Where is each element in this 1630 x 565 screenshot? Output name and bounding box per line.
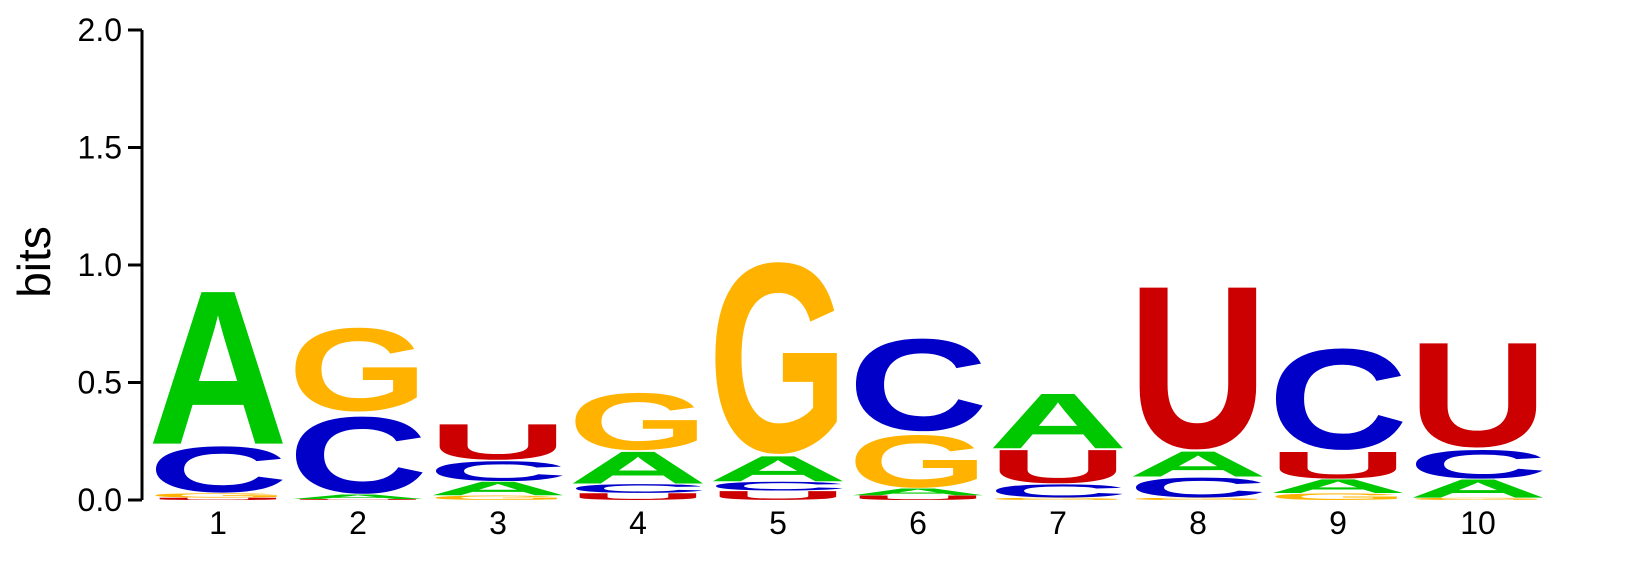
logo-letter-g: G: [1408, 497, 1548, 500]
logo-letter-g: G: [1128, 497, 1268, 500]
logo-letter-a: A: [1128, 444, 1268, 484]
y-tick-label: 2.0: [78, 12, 122, 48]
logo-letter-g: G: [148, 492, 288, 499]
logo-letter-a: A: [1268, 475, 1408, 497]
logo-letter-g: G: [988, 497, 1128, 500]
x-tick-label: 1: [209, 505, 227, 541]
logo-letter-c: C: [1268, 320, 1408, 480]
x-tick-label: 5: [769, 505, 787, 541]
logo-letter-u: U: [288, 499, 428, 500]
logo-letter-a: A: [1408, 474, 1548, 503]
logo-letter-u: U: [848, 494, 988, 501]
y-tick-label: 1.0: [78, 247, 122, 283]
y-tick-label: 0.0: [78, 482, 122, 518]
x-tick-label: 4: [629, 505, 647, 541]
y-ticks: 0.0 0.5 1.0 1.5 2.0: [78, 12, 142, 518]
logo-letter-c: C: [708, 479, 848, 493]
logo-letter-c: C: [988, 481, 1128, 502]
x-tick-label: 2: [349, 505, 367, 541]
x-tick-label: 7: [1049, 505, 1067, 541]
logo-letter-u: U: [988, 440, 1128, 493]
logo-letter-g: G: [1268, 492, 1408, 502]
logo-letter-c: C: [568, 482, 708, 496]
logo-letter-g: G: [428, 494, 568, 501]
logo-letter-a: A: [988, 377, 1128, 465]
logo-letter-u: U: [1128, 239, 1268, 497]
logo-letter-a: A: [288, 493, 428, 500]
logo-letter-c: C: [428, 456, 568, 487]
logo-letter-c: C: [148, 433, 288, 506]
x-tick-label: 6: [909, 505, 927, 541]
logo-letter-a: A: [428, 478, 568, 500]
logo-letter-u: U: [568, 491, 708, 502]
logo-letter-a: A: [708, 449, 848, 489]
logo-letter-g: G: [288, 304, 428, 436]
x-tick-label: 8: [1189, 505, 1207, 541]
y-tick-label: 1.5: [78, 130, 122, 166]
x-ticks: 1 2 3 4 5 6 7 8 9 10: [209, 505, 1496, 541]
logo-letter-c: C: [288, 395, 428, 516]
logo-letter-g: G: [708, 206, 848, 509]
logo-letter-u: U: [1408, 311, 1548, 478]
y-tick-label: 0.5: [78, 365, 122, 401]
logo-letter-a: A: [848, 486, 988, 497]
logo-letter-u: U: [708, 488, 848, 502]
logo-letter-u: U: [1268, 444, 1408, 487]
logo-letter-c: C: [1408, 442, 1548, 487]
x-tick-label: 10: [1460, 505, 1496, 541]
x-tick-label: 3: [489, 505, 507, 541]
logo-letter-u: U: [428, 414, 568, 471]
logo-letter-c: C: [848, 312, 988, 458]
y-axis-title: bits: [8, 226, 60, 298]
x-tick-label: 9: [1329, 505, 1347, 541]
logo-letter-a: A: [568, 442, 708, 494]
logo-letter-g: G: [848, 420, 988, 503]
logo-letter-c: C: [1128, 472, 1268, 503]
logo-letter-g: G: [568, 376, 708, 466]
logo-letter-u: U: [148, 497, 288, 501]
logo-letter-a: A: [148, 244, 288, 490]
